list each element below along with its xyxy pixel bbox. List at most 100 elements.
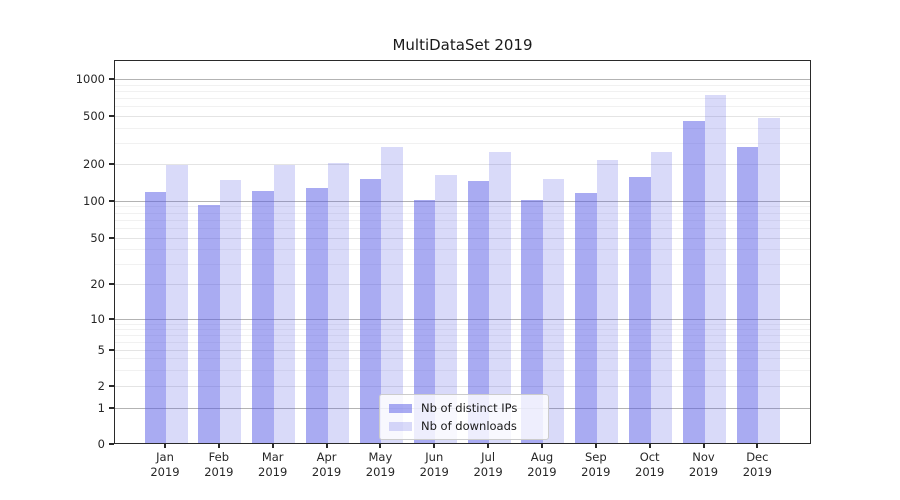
x-tick-label-may: May 2019 xyxy=(365,450,396,479)
bar-downloads-may xyxy=(381,146,403,443)
bar-downloads-sep xyxy=(596,159,619,443)
gridline-30 xyxy=(115,263,810,265)
y-tick-label-200: 200 xyxy=(83,156,105,171)
x-tick-mar xyxy=(271,444,274,448)
y-tick-0 xyxy=(109,443,114,445)
legend-swatch-downloads xyxy=(389,421,412,431)
gridline-400 xyxy=(115,127,810,129)
x-tick-label-sep: Sep 2019 xyxy=(581,450,611,479)
bar-downloads-apr xyxy=(327,162,350,443)
y-tick-label-1: 1 xyxy=(97,400,105,415)
legend-item-distinct-ips: Nb of distinct IPs xyxy=(380,399,548,417)
x-tick-label-dec: Dec 2019 xyxy=(742,450,772,479)
y-tick-label-20: 20 xyxy=(90,277,105,292)
y-tick-20 xyxy=(109,283,114,286)
legend-item-downloads: Nb of downloads xyxy=(380,417,548,435)
gridline-5 xyxy=(115,349,810,351)
gridline-200 xyxy=(115,163,810,165)
legend: Nb of distinct IPs Nb of downloads xyxy=(379,394,549,440)
y-tick-label-1000: 1000 xyxy=(75,72,105,87)
y-tick-label-100: 100 xyxy=(83,193,105,208)
gridline-100 xyxy=(115,200,810,202)
x-tick-label-jun: Jun 2019 xyxy=(419,450,449,479)
gridline-1000 xyxy=(115,79,810,81)
x-tick-oct xyxy=(648,444,651,448)
bar-distinct-ips-sep xyxy=(575,193,597,443)
bar-downloads-aug xyxy=(542,178,565,443)
x-tick-label-feb: Feb 2019 xyxy=(204,450,234,479)
x-tick-label-nov: Nov 2019 xyxy=(688,450,719,479)
bar-downloads-mar xyxy=(273,165,296,443)
y-tick-100 xyxy=(109,199,114,202)
bar-distinct-ips-aug xyxy=(521,199,543,443)
bar-downloads-jul xyxy=(489,152,511,443)
gridline-2 xyxy=(115,385,810,387)
gridline-50 xyxy=(115,238,810,240)
bar-distinct-ips-nov xyxy=(683,120,705,443)
x-tick-aug xyxy=(540,444,543,448)
bar-downloads-jan xyxy=(166,165,188,443)
bar-distinct-ips-oct xyxy=(629,176,651,443)
gridline-500 xyxy=(115,116,810,118)
gridline-300 xyxy=(115,142,810,144)
x-tick-sep xyxy=(594,444,597,448)
x-tick-apr xyxy=(325,444,328,448)
gridline-6 xyxy=(115,341,810,343)
bar-distinct-ips-mar xyxy=(252,190,274,443)
y-tick-50 xyxy=(109,237,114,240)
gridline-8 xyxy=(115,328,810,330)
bar-distinct-ips-jan xyxy=(144,192,166,443)
gridline-70 xyxy=(115,219,810,221)
legend-label-downloads: Nb of downloads xyxy=(421,419,517,433)
y-tick-1 xyxy=(109,406,114,409)
y-tick-label-2: 2 xyxy=(97,378,105,393)
gridline-9 xyxy=(115,323,810,325)
bar-distinct-ips-jun xyxy=(413,199,436,443)
bar-distinct-ips-feb xyxy=(198,205,220,443)
y-tick-1000 xyxy=(109,78,114,81)
x-tick-label-jan: Jan 2019 xyxy=(150,450,180,479)
chart-title: MultiDataSet 2019 xyxy=(392,36,533,54)
gridline-7 xyxy=(115,334,810,336)
y-tick-200 xyxy=(109,162,114,165)
legend-swatch-distinct-ips xyxy=(389,403,412,413)
x-tick-jul xyxy=(487,444,490,448)
y-tick-5 xyxy=(109,348,114,351)
gridline-700 xyxy=(115,98,810,100)
x-tick-jun xyxy=(433,444,436,448)
y-tick-2 xyxy=(109,384,114,387)
x-tick-label-jul: Jul 2019 xyxy=(473,450,503,479)
gridline-40 xyxy=(115,249,810,251)
y-tick-label-50: 50 xyxy=(90,231,105,246)
bar-distinct-ips-apr xyxy=(306,188,328,443)
y-tick-label-5: 5 xyxy=(97,342,105,357)
bar-downloads-oct xyxy=(650,152,673,443)
bar-downloads-nov xyxy=(704,94,726,443)
gridline-600 xyxy=(115,106,810,108)
gridline-20 xyxy=(115,284,810,286)
x-tick-jan xyxy=(164,444,166,448)
bar-downloads-jun xyxy=(435,175,457,443)
gridline-800 xyxy=(115,90,810,92)
y-tick-label-10: 10 xyxy=(90,312,105,327)
bar-downloads-feb xyxy=(219,179,242,443)
x-tick-may xyxy=(379,444,382,448)
x-tick-label-oct: Oct 2019 xyxy=(635,450,665,479)
bar-distinct-ips-may xyxy=(359,178,382,443)
x-tick-dec xyxy=(756,444,759,448)
bar-distinct-ips-jul xyxy=(467,181,490,443)
y-tick-label-500: 500 xyxy=(83,109,105,124)
x-tick-label-mar: Mar 2019 xyxy=(258,450,288,479)
gridline-10 xyxy=(115,319,810,321)
gridline-80 xyxy=(115,212,810,214)
gridline-900 xyxy=(115,84,810,86)
x-tick-nov xyxy=(702,444,705,448)
bar-distinct-ips-dec xyxy=(736,146,759,443)
x-tick-feb xyxy=(217,444,220,448)
y-tick-500 xyxy=(109,115,114,118)
legend-label-distinct-ips: Nb of distinct IPs xyxy=(421,401,518,415)
gridline-90 xyxy=(115,206,810,208)
plot-area: Nb of distinct IPs Nb of downloads xyxy=(114,60,811,444)
bar-downloads-dec xyxy=(758,117,780,443)
